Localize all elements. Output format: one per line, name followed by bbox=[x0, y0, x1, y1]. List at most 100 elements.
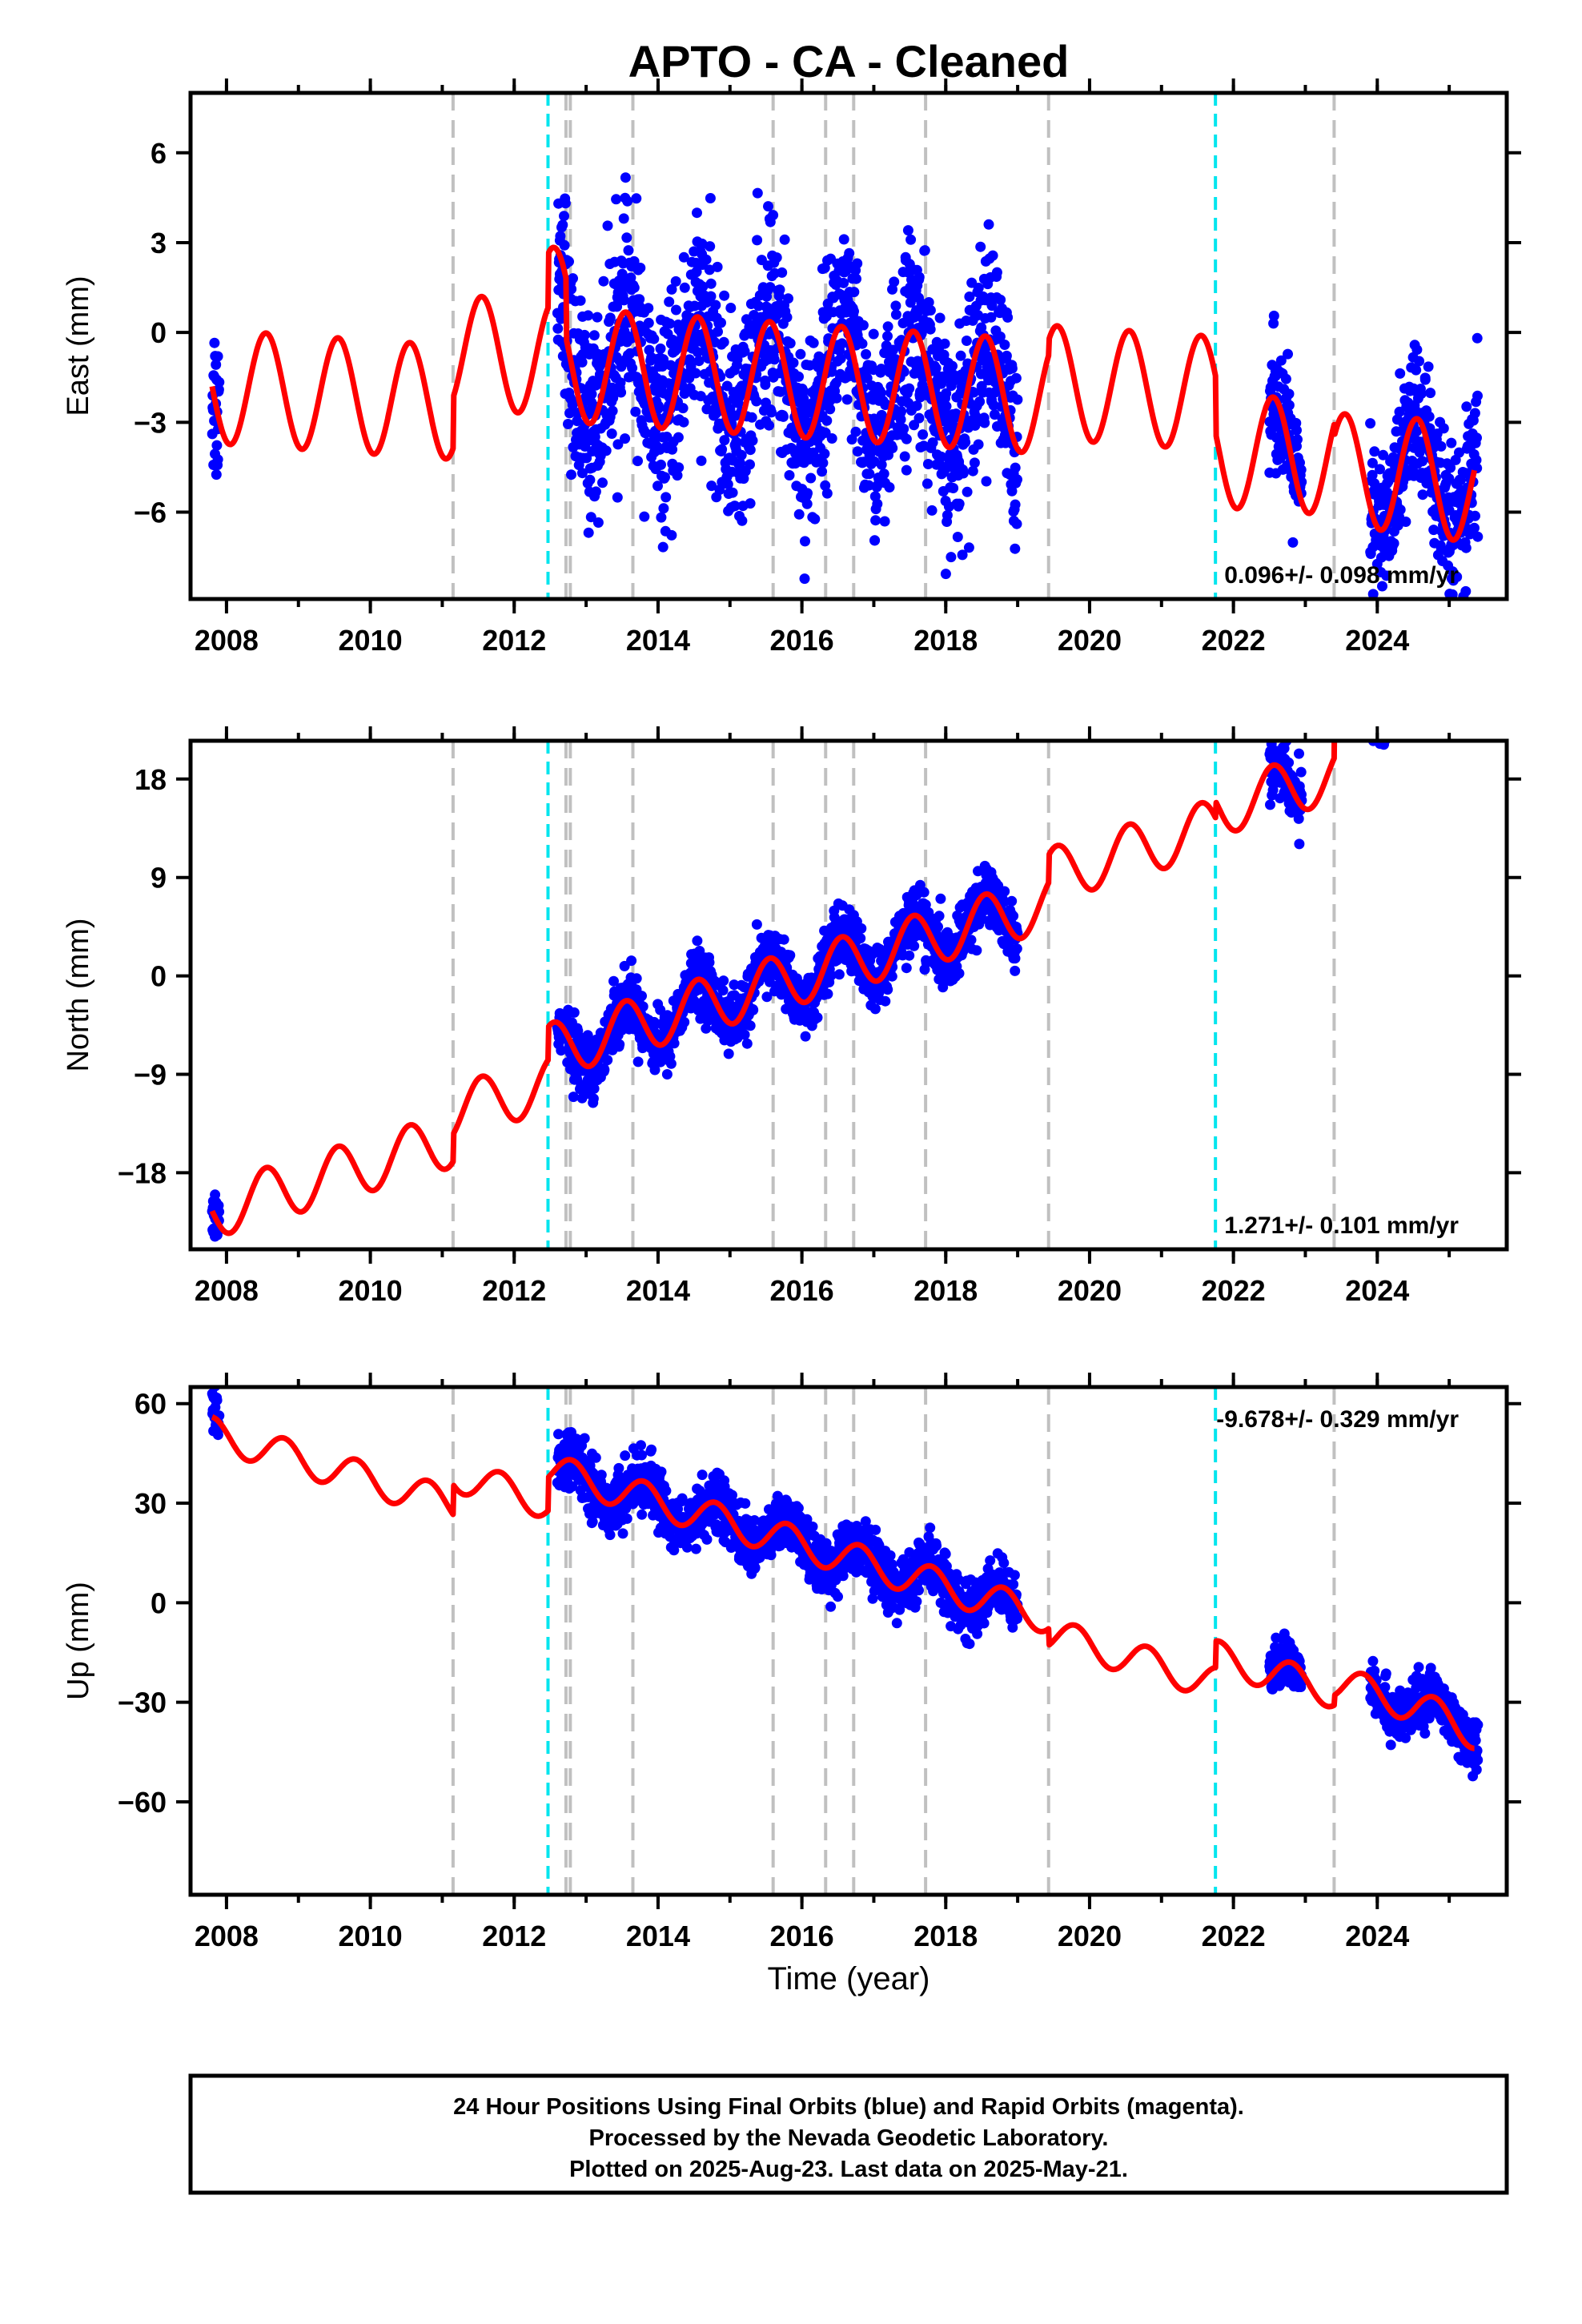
data-point bbox=[729, 501, 741, 512]
data-point bbox=[1295, 766, 1307, 778]
data-point bbox=[947, 360, 958, 372]
data-point bbox=[779, 234, 790, 245]
data-point bbox=[1410, 670, 1420, 681]
data-point bbox=[752, 235, 763, 246]
north-y-tick-label: −9 bbox=[134, 1059, 167, 1092]
data-point bbox=[1415, 645, 1425, 656]
data-point bbox=[701, 1534, 713, 1545]
up-plot-area bbox=[207, 1387, 1484, 1895]
data-point bbox=[621, 1513, 632, 1524]
data-point bbox=[934, 911, 945, 922]
data-point bbox=[1395, 688, 1405, 698]
data-point bbox=[701, 254, 712, 265]
data-point bbox=[1444, 695, 1455, 706]
data-point bbox=[1413, 662, 1423, 673]
data-point bbox=[1390, 691, 1400, 702]
data-point bbox=[655, 343, 666, 354]
data-point bbox=[925, 324, 936, 335]
data-point bbox=[1375, 706, 1386, 716]
data-point bbox=[1283, 348, 1293, 360]
data-point bbox=[876, 459, 887, 470]
data-point bbox=[1459, 694, 1469, 705]
data-point bbox=[973, 283, 984, 293]
data-point bbox=[1470, 510, 1480, 521]
data-point bbox=[1407, 657, 1417, 667]
data-point bbox=[1365, 720, 1375, 730]
data-point bbox=[1461, 682, 1472, 693]
data-point bbox=[1446, 437, 1457, 448]
data-point bbox=[898, 424, 909, 434]
data-point bbox=[983, 219, 994, 230]
data-point bbox=[1427, 638, 1438, 649]
data-point bbox=[1432, 687, 1443, 698]
data-point bbox=[1417, 489, 1428, 501]
data-point bbox=[912, 356, 923, 367]
data-point bbox=[1467, 645, 1477, 656]
data-point bbox=[941, 400, 952, 412]
data-point bbox=[1404, 657, 1415, 667]
data-point bbox=[1381, 570, 1392, 581]
data-point bbox=[849, 287, 860, 298]
data-point bbox=[988, 400, 999, 411]
data-point bbox=[880, 995, 891, 1007]
east-x-tick-label: 2014 bbox=[626, 624, 690, 657]
data-point bbox=[788, 357, 799, 368]
data-point bbox=[670, 275, 681, 287]
data-point bbox=[1415, 661, 1426, 672]
data-point bbox=[1453, 601, 1464, 612]
data-point bbox=[1419, 689, 1429, 699]
data-point bbox=[579, 1433, 590, 1444]
data-point bbox=[1430, 686, 1440, 697]
data-point bbox=[723, 1048, 734, 1059]
data-point bbox=[652, 480, 663, 492]
data-point bbox=[1448, 689, 1459, 699]
data-point bbox=[1371, 710, 1382, 720]
data-point bbox=[748, 1004, 759, 1015]
data-point bbox=[704, 264, 715, 275]
data-point bbox=[1427, 682, 1438, 692]
data-point bbox=[739, 346, 750, 357]
data-point bbox=[1457, 682, 1468, 693]
data-point bbox=[1283, 400, 1295, 411]
data-point bbox=[211, 440, 223, 451]
data-point bbox=[919, 245, 930, 256]
data-point bbox=[604, 312, 616, 324]
data-point bbox=[1379, 709, 1389, 719]
data-point bbox=[831, 392, 842, 404]
east-y-axis-label: East (mm) bbox=[62, 275, 95, 416]
data-point bbox=[1425, 388, 1436, 399]
data-point bbox=[1435, 440, 1447, 452]
data-point bbox=[856, 923, 867, 934]
data-point bbox=[673, 432, 684, 443]
data-point bbox=[697, 1470, 708, 1481]
data-point bbox=[1409, 657, 1419, 668]
data-point bbox=[841, 394, 853, 405]
east-x-tick-label: 2020 bbox=[1058, 624, 1122, 657]
data-point bbox=[1445, 690, 1456, 701]
data-point bbox=[701, 1023, 712, 1034]
data-point bbox=[1372, 715, 1383, 726]
data-point bbox=[602, 1055, 613, 1066]
data-point bbox=[1283, 757, 1295, 768]
data-point bbox=[819, 448, 830, 460]
data-point bbox=[1431, 682, 1441, 692]
data-point bbox=[1386, 725, 1396, 735]
data-point bbox=[869, 1003, 881, 1015]
data-point bbox=[678, 251, 689, 263]
data-point bbox=[852, 258, 863, 269]
data-point bbox=[583, 527, 594, 538]
data-point bbox=[872, 498, 883, 509]
data-point bbox=[705, 241, 716, 252]
data-point bbox=[1453, 694, 1464, 705]
data-point bbox=[632, 456, 643, 467]
data-point bbox=[1427, 650, 1437, 661]
east-frame bbox=[188, 90, 1509, 601]
data-point bbox=[607, 405, 618, 416]
data-point bbox=[835, 353, 846, 364]
data-point bbox=[1471, 650, 1481, 661]
data-point bbox=[745, 498, 756, 509]
data-point bbox=[948, 483, 959, 493]
north-x-tick-label: 2014 bbox=[626, 1274, 690, 1307]
data-point bbox=[1411, 670, 1422, 681]
data-point bbox=[1458, 660, 1468, 670]
